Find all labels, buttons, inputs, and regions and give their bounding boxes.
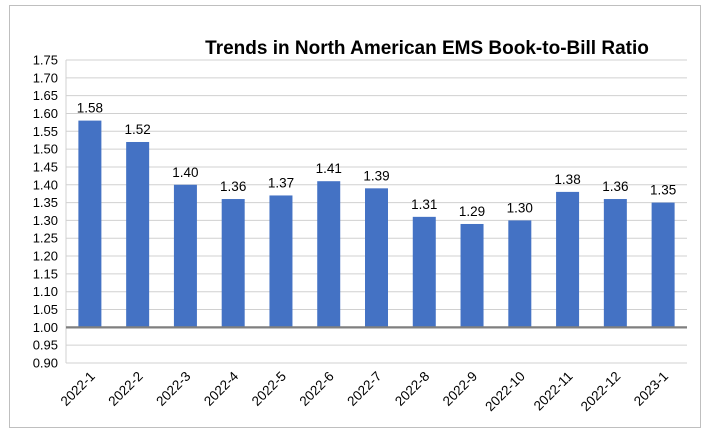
x-tick-label: 2022-10 [482, 369, 528, 415]
y-tick-label: 1.10 [33, 284, 58, 299]
data-label: 1.36 [602, 179, 628, 194]
x-tick-label: 2022-9 [440, 369, 480, 409]
y-tick-label: 1.20 [33, 249, 58, 264]
bar [556, 191, 580, 328]
x-tick-label: 2022-1 [58, 369, 98, 409]
bar [126, 141, 150, 328]
bar [173, 184, 197, 328]
x-tick-label: 2022-2 [105, 369, 145, 409]
bar [78, 120, 102, 328]
gridlines [65, 59, 687, 364]
data-label: 1.39 [363, 168, 389, 183]
bar [412, 216, 436, 328]
bar [365, 188, 388, 328]
x-tick-label: 2022-6 [297, 369, 337, 409]
y-tick-label: 1.75 [33, 53, 58, 68]
y-tick-label: 1.05 [33, 302, 58, 317]
data-label: 1.41 [316, 161, 342, 176]
bar [221, 199, 245, 328]
x-tick-label: 2022-4 [201, 368, 242, 409]
y-tick-label: 1.60 [33, 106, 58, 121]
y-tick-label: 1.50 [33, 142, 58, 157]
data-label: 1.35 [650, 183, 676, 198]
bar [651, 202, 675, 328]
bars [78, 120, 675, 328]
x-tick-label: 2022-11 [531, 369, 576, 414]
y-axis-ticks: 0.90 0.95 1.00 1.05 1.10 1.15 1.20 1.25 1.30 1.35… [33, 53, 58, 371]
y-tick-label: 0.90 [33, 356, 58, 371]
y-tick-label: 1.15 [33, 266, 58, 281]
data-label: 1.58 [77, 101, 103, 116]
x-tick-label: 2022-5 [249, 369, 289, 409]
data-label: 1.31 [411, 197, 437, 212]
chart-frame: 0.90 0.95 1.00 1.05 1.10 1.15 1.20 1.25 1.30 1.35… [9, 5, 701, 428]
x-tick-label: 2022-7 [344, 369, 384, 409]
data-label: 1.30 [507, 200, 533, 215]
y-tick-label: 1.45 [33, 159, 58, 174]
bar [317, 181, 341, 328]
y-tick-label: 1.00 [33, 320, 58, 335]
data-label: 1.36 [220, 179, 246, 194]
data-labels: 1.58 1.52 1.40 1.36 1.37 1.41 1.39 1.31 1.29 1.30… [77, 101, 677, 219]
data-label: 1.29 [459, 204, 485, 219]
x-tick-label: 2023-1 [631, 369, 671, 409]
y-tick-label: 1.25 [33, 231, 58, 246]
data-label: 1.37 [268, 175, 294, 190]
bar [603, 199, 627, 328]
bar [508, 220, 532, 328]
bar [460, 223, 484, 328]
x-tick-label: 2022-8 [392, 369, 432, 409]
y-tick-label: 1.30 [33, 213, 58, 228]
x-axis-categories: 2022-1 2022-2 2022-3 2022-4 2022-5 2022-6 2022… [58, 368, 672, 414]
y-tick-label: 1.35 [33, 195, 58, 210]
x-tick-label: 2022-3 [153, 369, 193, 409]
y-tick-label: 1.40 [33, 177, 58, 192]
chart-title: Trends in North American EMS Book-to-Bil… [205, 38, 649, 59]
y-tick-label: 0.95 [33, 338, 58, 353]
data-label: 1.40 [172, 165, 198, 180]
data-label: 1.38 [554, 172, 580, 187]
bar-chart: 0.90 0.95 1.00 1.05 1.10 1.15 1.20 1.25 1.30 1.35… [33, 38, 687, 414]
y-tick-label: 1.70 [33, 70, 58, 85]
y-tick-label: 1.55 [33, 124, 58, 139]
bar [269, 195, 293, 328]
x-tick-label: 2022-12 [578, 369, 624, 415]
y-tick-label: 1.65 [33, 88, 58, 103]
data-label: 1.52 [125, 122, 151, 137]
